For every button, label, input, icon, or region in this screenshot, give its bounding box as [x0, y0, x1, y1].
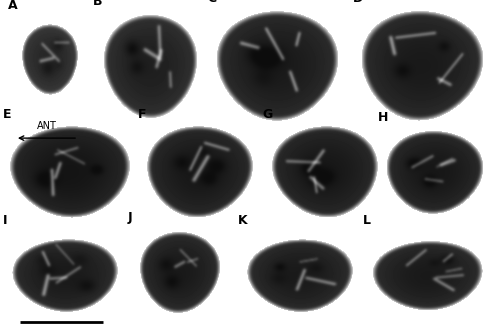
Text: C: C — [208, 0, 216, 5]
Text: J: J — [128, 211, 132, 224]
Text: A: A — [8, 0, 17, 12]
Text: D: D — [352, 0, 363, 5]
Text: F: F — [138, 108, 146, 121]
Text: I: I — [2, 214, 7, 227]
Text: B: B — [92, 0, 102, 8]
Text: G: G — [262, 108, 273, 121]
Text: H: H — [378, 112, 388, 124]
Text: L: L — [362, 214, 370, 227]
Text: K: K — [238, 214, 247, 227]
Text: ANT: ANT — [36, 121, 56, 131]
Text: E: E — [2, 108, 11, 121]
